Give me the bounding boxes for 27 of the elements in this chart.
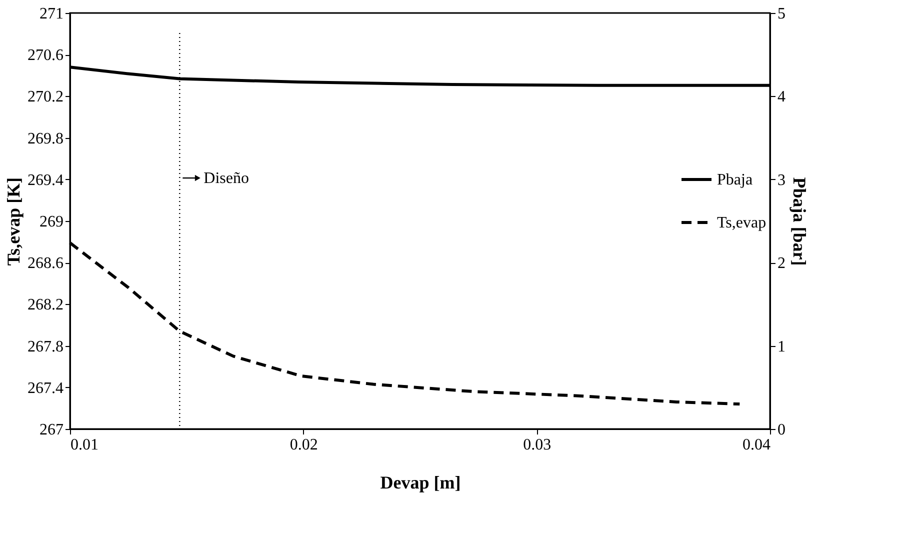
y2-tick-label: 2 xyxy=(778,255,786,272)
legend-label: Pbaja xyxy=(717,172,753,188)
y2-tick-label: 3 xyxy=(778,172,786,189)
y-tick-label: 271 xyxy=(40,6,64,22)
y-tick-label: 268.2 xyxy=(28,296,64,314)
y-tick-label: 267.8 xyxy=(28,338,64,356)
y-tick-label: 270.6 xyxy=(28,47,64,64)
y-tick-label: 270.2 xyxy=(28,88,64,106)
y-axis-title: Ts,evap [K] xyxy=(4,177,24,266)
y2-tick-label: 5 xyxy=(778,6,786,22)
x-tick-label: 0.03 xyxy=(523,436,552,454)
x-tick-label: 0.02 xyxy=(290,436,318,454)
y2-tick-label: 0 xyxy=(778,422,786,438)
y-tick-label: 269.8 xyxy=(28,130,64,148)
legend-label: Ts,evap xyxy=(717,214,766,232)
y-tick-label: 269.4 xyxy=(28,172,64,189)
y-tick-label: 267 xyxy=(40,422,64,438)
y-tick-label: 269 xyxy=(40,214,64,230)
x-tick-label: 0.01 xyxy=(70,436,98,454)
y-tick-label: 267.4 xyxy=(28,380,64,397)
y-tick-label: 268.6 xyxy=(28,255,64,272)
x-tick-label: 0.04 xyxy=(742,436,770,454)
y2-tick-label: 1 xyxy=(778,338,786,356)
ref-line-label: Diseño xyxy=(204,170,249,187)
y2-axis-title: Pbaja [bar] xyxy=(790,177,810,266)
y2-tick-label: 4 xyxy=(778,88,786,106)
x-axis-title: Devap [m] xyxy=(380,472,461,492)
